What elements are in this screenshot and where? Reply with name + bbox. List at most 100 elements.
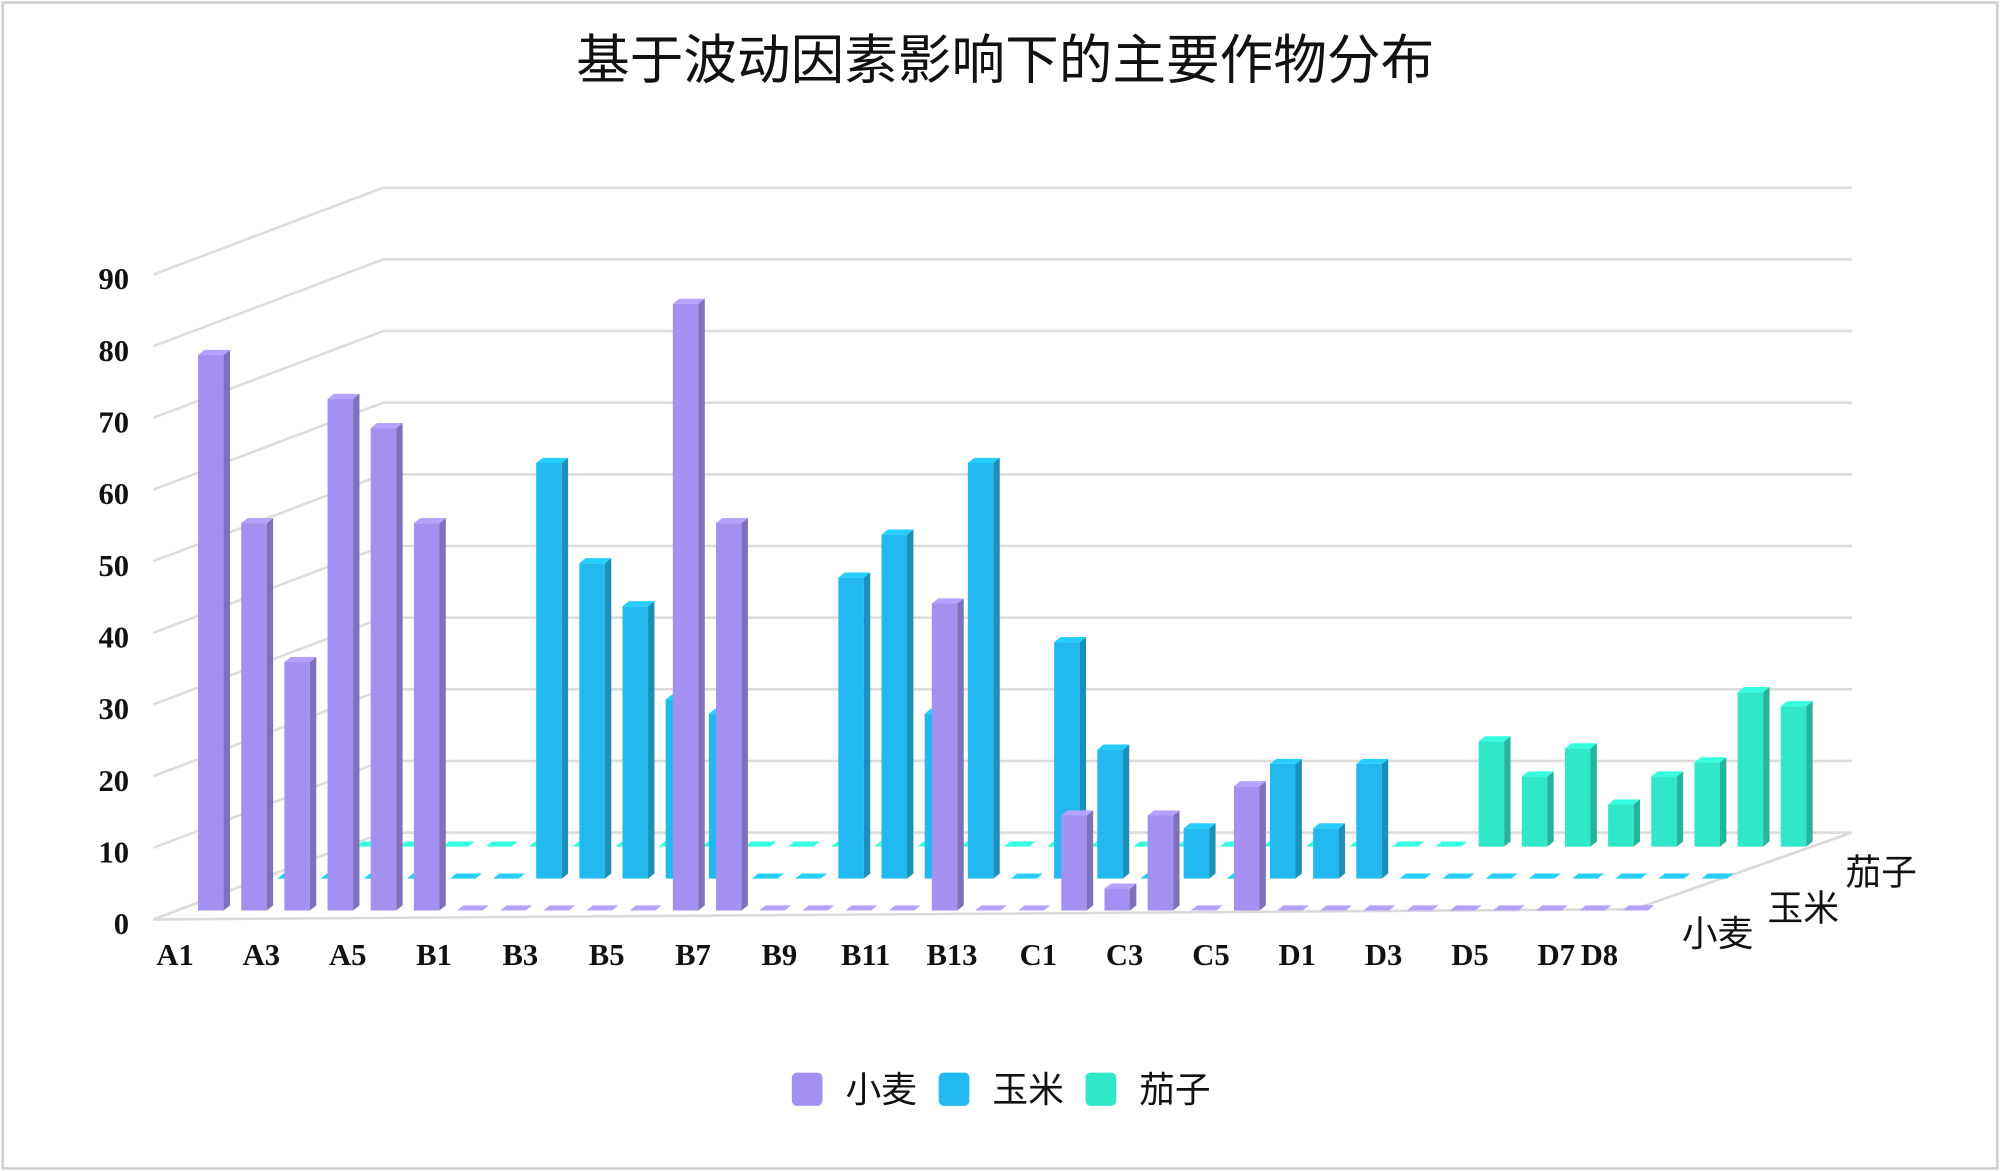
bar-top <box>442 841 475 847</box>
y-tick-label: 80 <box>98 334 129 368</box>
bar-side <box>561 457 569 879</box>
bar-top <box>838 572 871 578</box>
legend-swatch <box>938 1072 970 1106</box>
y-tick-label: 10 <box>98 835 129 869</box>
bar-top <box>1478 736 1511 742</box>
bar-side <box>309 656 317 911</box>
bar-side <box>1676 771 1684 847</box>
bar <box>622 606 649 879</box>
bar-top <box>1097 744 1130 750</box>
x-tick-label: D7 <box>1538 938 1575 972</box>
bar-top <box>1435 841 1468 847</box>
bar-side <box>648 601 655 879</box>
bar-top <box>1277 905 1310 911</box>
bar-side <box>1259 781 1266 911</box>
bar-top <box>629 905 662 911</box>
bar <box>1313 828 1339 879</box>
bar-side <box>1381 758 1389 879</box>
bar-side <box>1806 701 1813 847</box>
bar <box>284 662 310 911</box>
bar <box>1780 706 1807 847</box>
bar-side <box>1719 757 1727 847</box>
bar-top <box>370 423 403 429</box>
bar-side <box>1547 771 1554 847</box>
x-tick-label: B7 <box>675 938 711 972</box>
x-tick-label: B13 <box>926 938 977 972</box>
bar-top <box>752 873 784 879</box>
bar <box>198 355 224 911</box>
y-tick-label: 90 <box>98 262 129 296</box>
bar-top <box>1104 883 1137 889</box>
bar-top <box>744 841 777 847</box>
bar-side <box>353 393 360 911</box>
legend-label: 茄子 <box>1139 1070 1211 1111</box>
bar-top <box>543 905 576 911</box>
bar <box>1651 776 1677 847</box>
bar <box>327 398 354 911</box>
grid-line <box>152 258 1852 348</box>
bar-top <box>449 873 482 879</box>
bar-top <box>1651 771 1684 777</box>
x-tick-label: B1 <box>416 938 452 972</box>
legend-swatch <box>791 1072 823 1106</box>
bar-top <box>788 841 820 847</box>
bar <box>536 462 562 879</box>
bar-top <box>967 457 1000 463</box>
x-tick-label: C5 <box>1192 938 1229 972</box>
bar-top <box>1694 757 1727 763</box>
bar-top <box>536 457 569 463</box>
bar-top <box>888 905 921 911</box>
bar-side <box>1086 810 1094 911</box>
bar-side <box>698 298 705 911</box>
bar-top <box>1406 905 1439 911</box>
bar <box>1061 815 1087 911</box>
bar-top <box>802 905 835 911</box>
bar-side <box>741 518 748 911</box>
bar-side <box>1763 687 1770 847</box>
bar-top <box>1356 758 1389 764</box>
bar-top <box>1233 781 1266 787</box>
legend-swatch <box>1085 1072 1117 1106</box>
bar-top <box>241 518 274 524</box>
bar-top <box>1780 701 1813 707</box>
bar-top <box>579 558 612 564</box>
bar <box>1478 741 1505 847</box>
bar-top <box>327 393 360 399</box>
bar <box>1233 786 1260 911</box>
bar-top <box>1521 771 1554 777</box>
bar-side <box>1590 743 1597 847</box>
bar-top <box>485 841 518 847</box>
grid-line <box>152 186 1852 276</box>
bar <box>1104 888 1130 911</box>
bar-top <box>1579 905 1612 911</box>
bar-top <box>413 518 446 524</box>
bar <box>1183 828 1210 879</box>
bar-top <box>1615 873 1648 879</box>
bar-top <box>881 529 914 535</box>
x-tick-label: D3 <box>1365 938 1402 972</box>
bar-top <box>1701 873 1734 879</box>
bar-top <box>672 298 705 304</box>
bar <box>241 523 267 911</box>
x-tick-label: D1 <box>1279 938 1316 972</box>
x-tick-label: C3 <box>1106 938 1143 972</box>
bar-top <box>1313 823 1346 829</box>
bar-side <box>907 529 914 879</box>
bar-top <box>1269 758 1302 764</box>
bar-top <box>1183 823 1216 829</box>
bar-side <box>1173 810 1180 911</box>
bar-top <box>1622 905 1655 911</box>
bar-side <box>1129 883 1137 911</box>
bar-top <box>1737 687 1770 693</box>
bar-side <box>1122 744 1130 879</box>
bar <box>1564 748 1591 847</box>
bar <box>1147 815 1174 911</box>
x-tick-label: C1 <box>1020 938 1057 972</box>
bar-top <box>1003 841 1036 847</box>
bar <box>413 523 440 911</box>
bar <box>715 523 742 911</box>
bar-top <box>795 873 828 879</box>
legend-label: 小麦 <box>845 1070 917 1111</box>
bar <box>1269 763 1296 879</box>
